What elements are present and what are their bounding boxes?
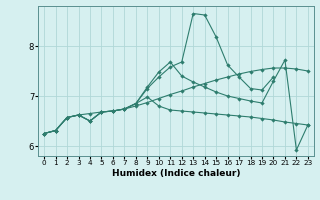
X-axis label: Humidex (Indice chaleur): Humidex (Indice chaleur) xyxy=(112,169,240,178)
